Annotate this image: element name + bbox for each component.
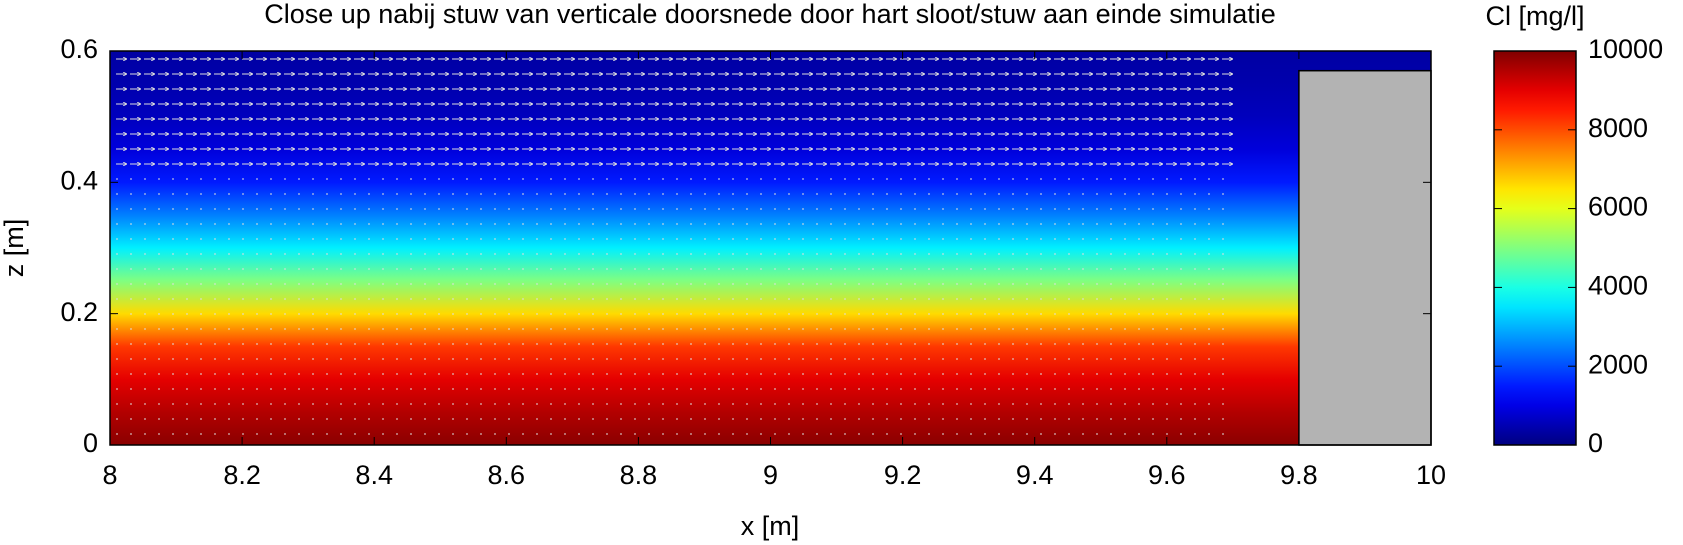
x-tick-label: 8.6: [488, 460, 526, 490]
field: [110, 51, 1431, 445]
weir: [1298, 69, 1432, 446]
y-axis-label: z [m]: [0, 219, 29, 278]
x-tick-label: 10: [1416, 460, 1446, 490]
y-tick-label: 0.2: [60, 297, 98, 327]
x-tick-label: 9.8: [1280, 460, 1318, 490]
x-tick-label: 8.8: [620, 460, 658, 490]
colorbar-label: Cl [mg/l]: [1485, 1, 1584, 31]
colorbar: [1493, 50, 1577, 446]
colorbar-tick-label: 0: [1588, 428, 1603, 458]
colorbar-tick-label: 10000: [1588, 34, 1663, 64]
colorbar-tick-label: 4000: [1588, 271, 1648, 301]
y-tick-label: 0: [83, 428, 98, 458]
x-axis-label: x [m]: [741, 511, 800, 541]
colorbar-tick-label: 6000: [1588, 192, 1648, 222]
x-tick-label: 9.4: [1016, 460, 1054, 490]
x-tick-label: 9: [763, 460, 778, 490]
y-tick-label: 0.6: [60, 34, 98, 64]
x-tick-label: 8.2: [223, 460, 261, 490]
x-tick-label: 8.4: [355, 460, 393, 490]
x-tick-label: 9.6: [1148, 460, 1186, 490]
x-tick-label: 9.2: [884, 460, 922, 490]
y-tick-label: 0.4: [60, 165, 98, 195]
x-tick-label: 8: [102, 460, 117, 490]
colorbar-tick-label: 2000: [1588, 349, 1648, 379]
colorbar-tick-label: 8000: [1588, 113, 1648, 143]
chart-title: Close up nabij stuw van verticale doorsn…: [264, 0, 1276, 29]
